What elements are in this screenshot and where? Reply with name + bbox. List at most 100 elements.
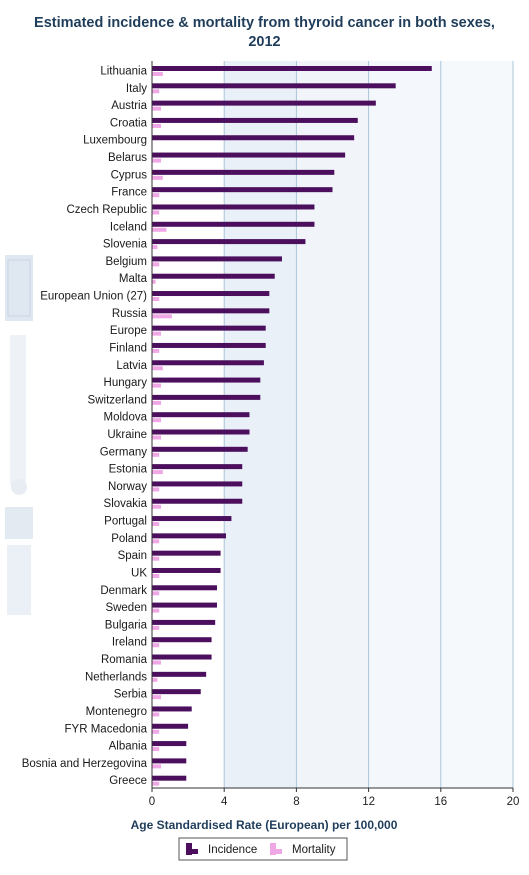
mortality-bar (152, 366, 163, 371)
category-label: Slovenia (103, 239, 148, 251)
incidence-bar (152, 429, 250, 435)
plot-background (152, 61, 513, 788)
category-label: Slovakia (104, 498, 148, 510)
mortality-bar (152, 729, 160, 734)
incidence-bar (152, 117, 358, 123)
mortality-bar (152, 227, 167, 232)
category-label: Montenegro (86, 706, 147, 718)
chart-title: Estimated incidence & mortality from thy… (0, 14, 529, 52)
incidence-bar (152, 100, 376, 106)
plot-band (224, 61, 297, 788)
plot-band (368, 61, 441, 788)
mortality-bar (152, 625, 160, 630)
mortality-bar (152, 556, 160, 561)
category-label: Malta (119, 273, 148, 285)
mortality-bar (152, 452, 160, 457)
bars (152, 66, 432, 786)
mortality-bar (152, 695, 162, 700)
category-label: European Union (27) (40, 291, 147, 303)
category-label: Denmark (100, 585, 147, 597)
chart-title-line-1: Estimated incidence & mortality from thy… (34, 15, 495, 31)
category-label: Ukraine (107, 429, 147, 441)
legend-incidence-label: Incidence (208, 844, 257, 856)
category-label: Serbia (114, 689, 148, 701)
x-axis-label: Age Standardised Rate (European) per 100… (131, 818, 398, 832)
mortality-bar (152, 331, 162, 336)
category-label: Ireland (112, 637, 147, 649)
incidence-bar (152, 498, 243, 504)
mortality-bar (152, 504, 162, 509)
category-label: Lithuania (100, 66, 147, 78)
plot-band (296, 61, 369, 788)
incidence-bar (152, 567, 221, 573)
mortality-bar (152, 643, 160, 648)
eucan-logo-box (5, 255, 33, 321)
incidence-bar (152, 533, 227, 539)
mortality-bar (152, 591, 160, 596)
mortality-bar (152, 279, 156, 284)
mortality-bar (152, 418, 162, 423)
incidence-bar (152, 619, 216, 625)
plot-band (440, 61, 513, 788)
incidence-bar (152, 256, 282, 262)
who-emblem-icon (11, 479, 27, 495)
incidence-bar (152, 775, 187, 781)
category-label: UK (131, 567, 147, 579)
incidence-bar (152, 481, 243, 487)
mortality-bar (152, 764, 162, 769)
category-label: Sweden (105, 602, 147, 614)
category-label: Russia (112, 308, 148, 320)
incidence-bar (152, 204, 315, 210)
incidence-bar (152, 83, 396, 89)
incidence-bar (152, 273, 275, 279)
incidence-bar (152, 516, 232, 522)
incidence-bar (152, 464, 243, 470)
legend-mortality-label: Mortality (292, 844, 336, 856)
category-label: Hungary (104, 377, 148, 389)
mortality-bar (152, 522, 160, 527)
category-label: Austria (111, 100, 147, 112)
mortality-bar (152, 72, 163, 76)
grid-lines (223, 61, 514, 788)
glara-logo (7, 545, 31, 615)
incidence-bar (152, 342, 266, 348)
incidence-bar (152, 394, 261, 400)
legend-box (178, 837, 348, 861)
category-label: Romania (101, 654, 148, 666)
legend[interactable]: Incidence Mortality (178, 837, 348, 861)
category-label: Greece (109, 775, 147, 787)
incidence-bar (152, 741, 187, 747)
category-label: Latvia (116, 360, 147, 372)
mortality-bar (152, 348, 160, 353)
category-label: Bosnia and Herzegovina (22, 758, 148, 770)
incidence-bar (152, 291, 270, 297)
incidence-bar (152, 706, 192, 712)
incidence-bar (152, 723, 189, 729)
incidence-bar (152, 654, 212, 660)
incidence-bar (152, 239, 306, 245)
category-label: Spain (118, 550, 147, 562)
category-label: Poland (111, 533, 147, 545)
incidence-bar (152, 360, 264, 366)
x-tick-label: 16 (434, 796, 447, 808)
mortality-bar (152, 158, 162, 163)
mortality-bar (152, 383, 162, 388)
iarc-logo-text (10, 335, 26, 485)
x-tick-label: 4 (221, 796, 228, 808)
mortality-bar (152, 262, 160, 267)
mortality-bar (152, 314, 172, 319)
watermark-logos (5, 255, 33, 615)
incidence-bar (152, 135, 355, 141)
y-axis-labels: Lithuania Italy Austria Croatia Luxembourg Be… (22, 66, 148, 788)
category-label: Moldova (104, 412, 148, 424)
incidence-bar (152, 446, 248, 452)
mortality-bar (152, 193, 160, 198)
category-label: Croatia (110, 117, 148, 129)
category-label: Estonia (109, 464, 148, 476)
incidence-bar (152, 221, 315, 227)
mortality-bar (152, 470, 163, 475)
category-label: Iceland (110, 221, 147, 233)
mortality-bar (152, 712, 160, 717)
category-label: Finland (109, 342, 147, 354)
